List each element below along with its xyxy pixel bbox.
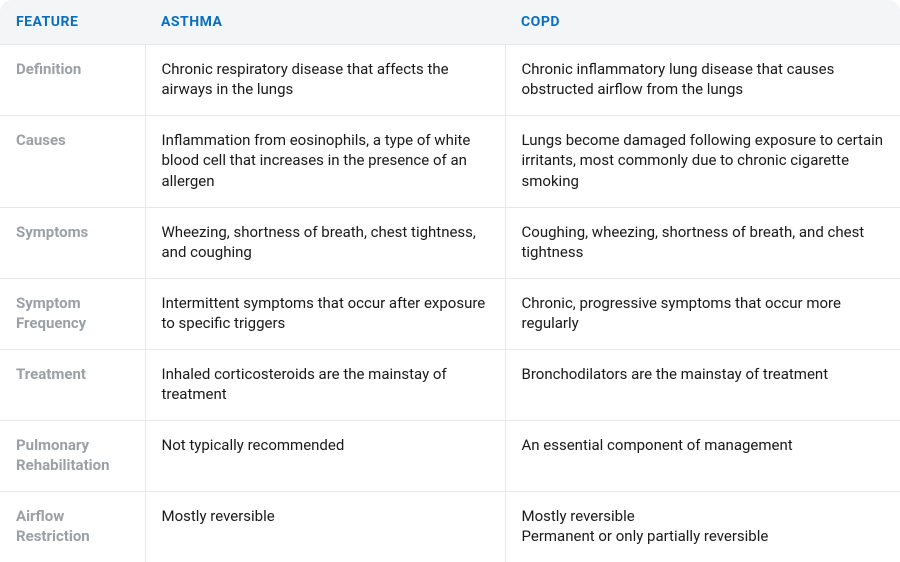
table-row: Symptom Frequency Intermittent symptoms … <box>0 278 900 349</box>
feature-label: Airflow Restriction <box>0 491 145 562</box>
table-row: Pulmonary Rehabilitation Not typically r… <box>0 420 900 491</box>
cell-asthma: Inhaled corticosteroids are the mainstay… <box>145 349 505 420</box>
comparison-table: FEATURE ASTHMA COPD Definition Chronic r… <box>0 0 900 562</box>
column-header-copd: COPD <box>505 0 900 45</box>
cell-copd: Mostly reversible Permanent or only part… <box>505 491 900 562</box>
table-header: FEATURE ASTHMA COPD <box>0 0 900 45</box>
feature-label: Pulmonary Rehabilitation <box>0 420 145 491</box>
cell-copd: Lungs become damaged following exposure … <box>505 116 900 208</box>
table-row: Treatment Inhaled corticosteroids are th… <box>0 349 900 420</box>
cell-asthma: Mostly reversible <box>145 491 505 562</box>
table-row: Definition Chronic respiratory disease t… <box>0 45 900 116</box>
table-row: Symptoms Wheezing, shortness of breath, … <box>0 207 900 278</box>
cell-copd: An essential component of management <box>505 420 900 491</box>
feature-label: Symptom Frequency <box>0 278 145 349</box>
cell-copd: Bronchodilators are the mainstay of trea… <box>505 349 900 420</box>
table-row: Airflow Restriction Mostly reversible Mo… <box>0 491 900 562</box>
cell-asthma: Chronic respiratory disease that affects… <box>145 45 505 116</box>
feature-label: Symptoms <box>0 207 145 278</box>
cell-copd: Chronic inflammatory lung disease that c… <box>505 45 900 116</box>
feature-label: Causes <box>0 116 145 208</box>
cell-copd: Coughing, wheezing, shortness of breath,… <box>505 207 900 278</box>
cell-asthma: Not typically recommended <box>145 420 505 491</box>
cell-asthma: Inflammation from eosinophils, a type of… <box>145 116 505 208</box>
table-body: Definition Chronic respiratory disease t… <box>0 45 900 562</box>
feature-label: Definition <box>0 45 145 116</box>
column-header-asthma: ASTHMA <box>145 0 505 45</box>
cell-copd: Chronic, progressive symptoms that occur… <box>505 278 900 349</box>
cell-asthma: Intermittent symptoms that occur after e… <box>145 278 505 349</box>
table-row: Causes Inflammation from eosinophils, a … <box>0 116 900 208</box>
feature-label: Treatment <box>0 349 145 420</box>
cell-asthma: Wheezing, shortness of breath, chest tig… <box>145 207 505 278</box>
column-header-feature: FEATURE <box>0 0 145 45</box>
